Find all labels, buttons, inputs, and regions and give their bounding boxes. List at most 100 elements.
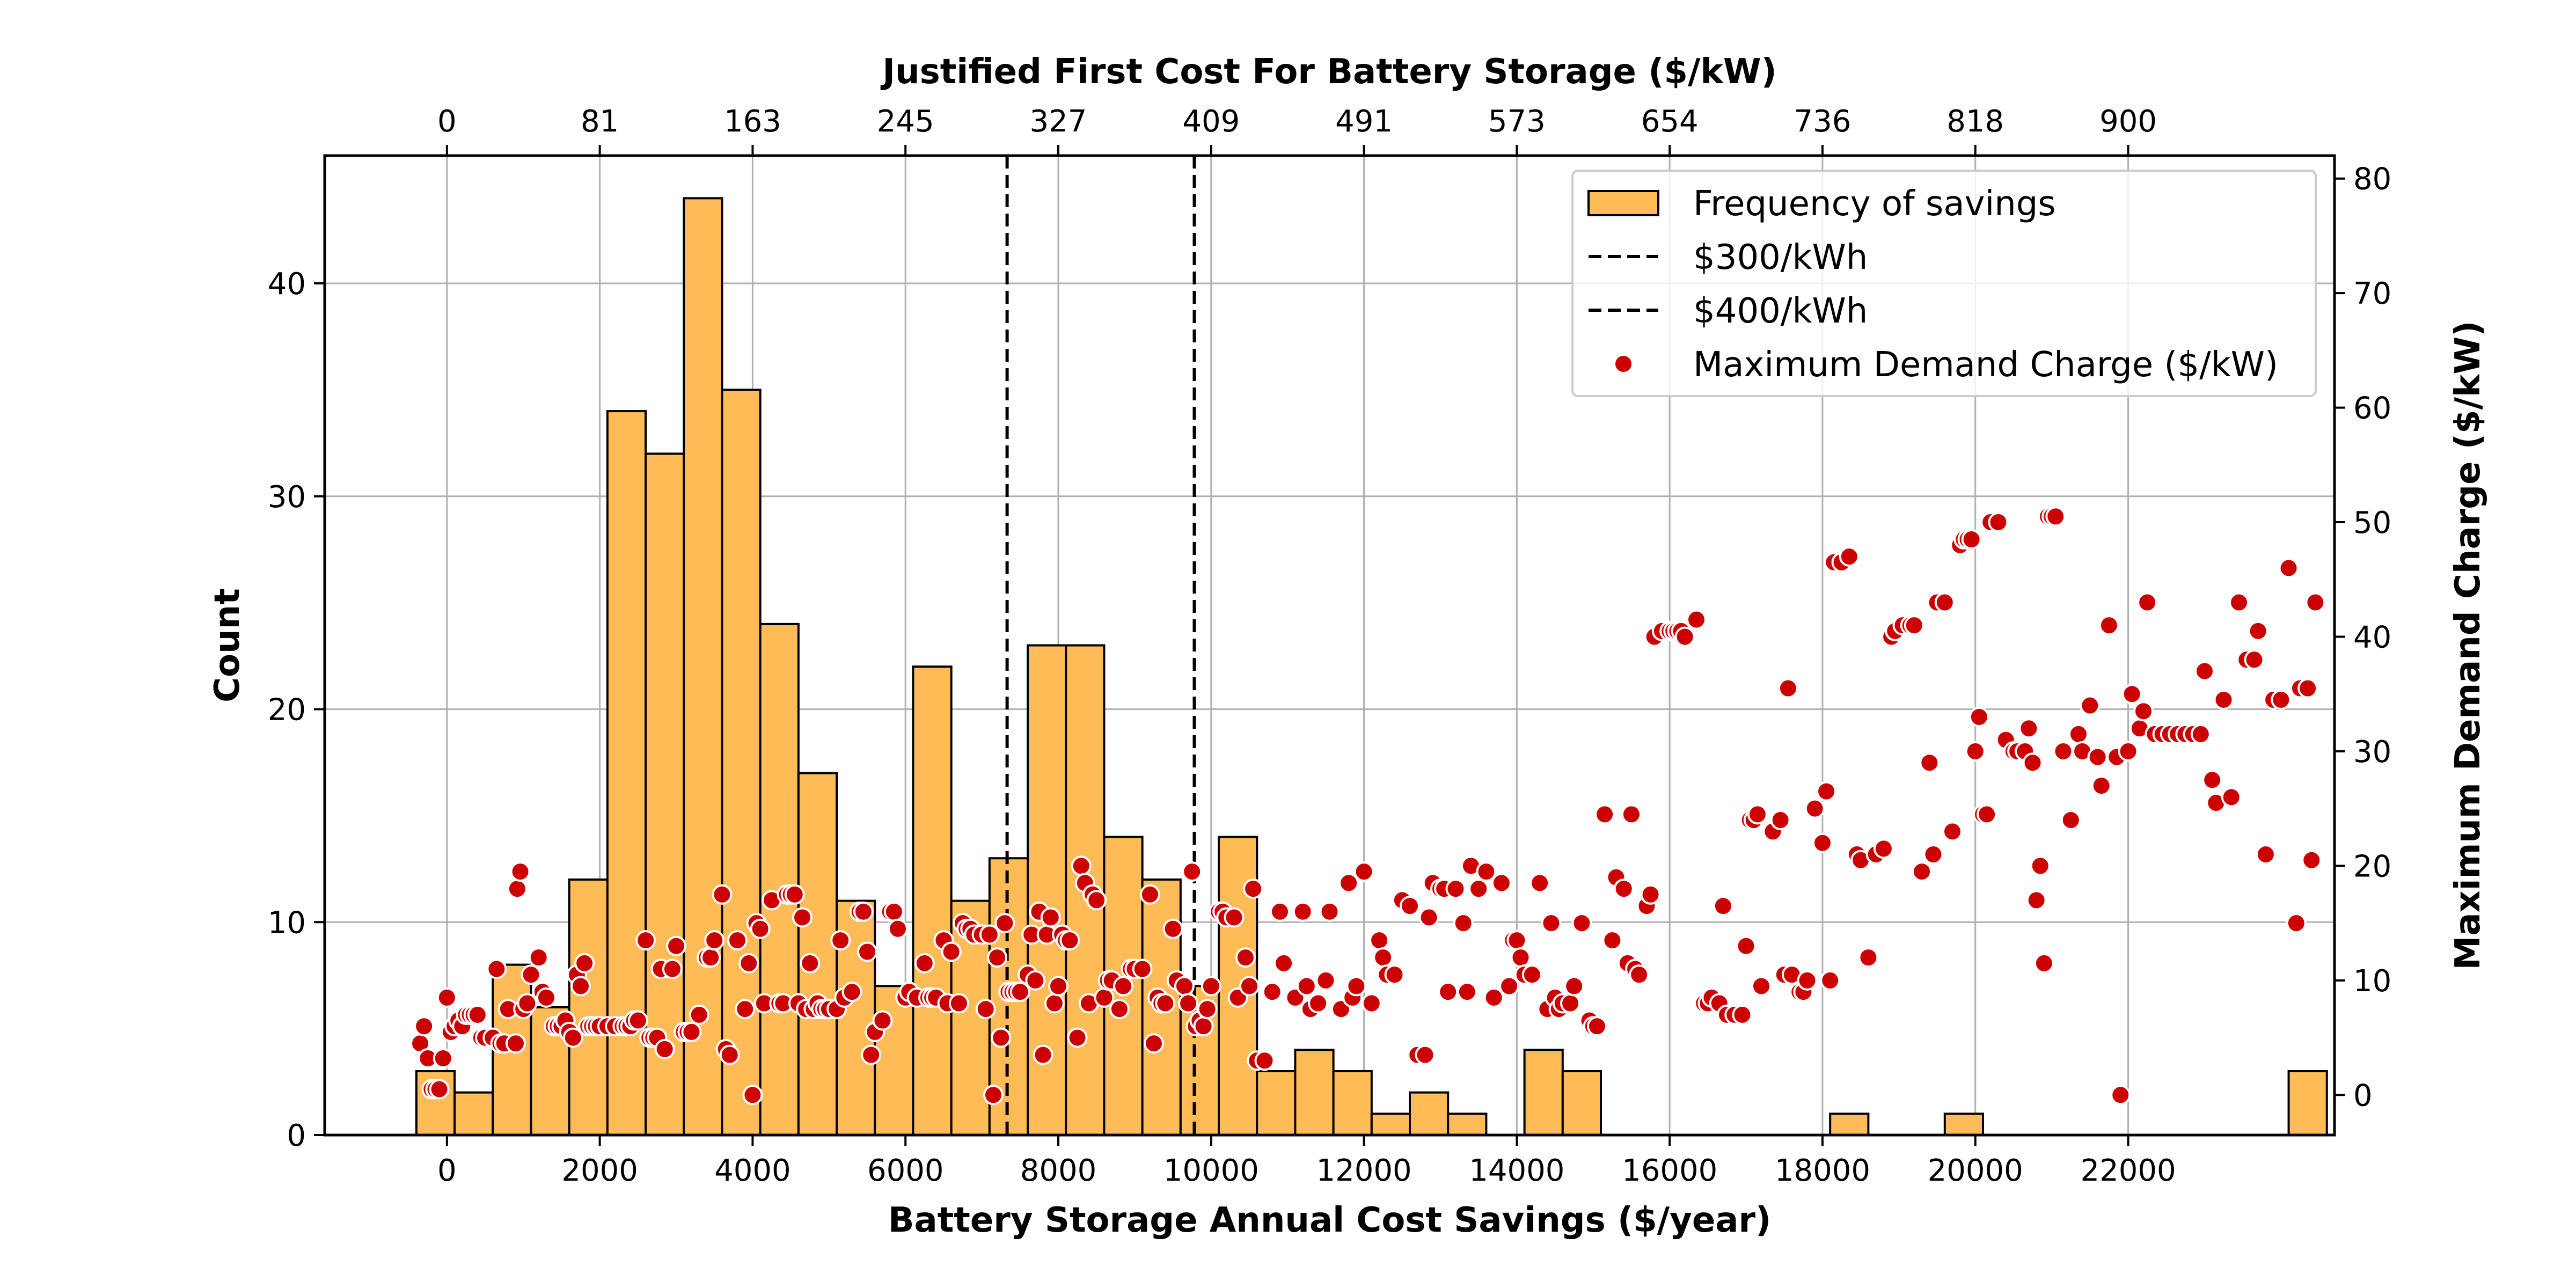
scatter-point	[689, 1004, 709, 1025]
scatter-point	[1476, 861, 1497, 882]
scatter-point	[486, 958, 507, 979]
scatter-point	[883, 901, 904, 922]
scatter-point	[1071, 855, 1092, 876]
scatter-point	[750, 918, 771, 939]
legend: Frequency of savings $300/kWh $400/kWh M…	[1571, 170, 2317, 397]
scatter-point	[1369, 930, 1390, 951]
reference-lines	[1005, 156, 1196, 1135]
scatter-point	[1338, 873, 1359, 894]
scatter-point	[1269, 901, 1290, 922]
scatter-point	[1132, 958, 1153, 979]
scatter-point	[2221, 787, 2242, 808]
scatter-point	[1319, 901, 1340, 922]
scatter-point	[2244, 649, 2265, 670]
histogram-bar	[1523, 1049, 1564, 1136]
scatter-point	[1942, 821, 1963, 842]
scatter-point	[841, 982, 862, 1002]
scatter-point	[528, 947, 549, 968]
scatter-point	[1254, 1050, 1275, 1071]
scatter-point	[1025, 970, 1046, 991]
plot-frame	[323, 154, 2336, 1137]
scatter-point	[2133, 701, 2154, 722]
scatter-point	[1468, 879, 1489, 899]
top-tick-label: 409	[1182, 104, 1240, 139]
scatter-point	[1274, 953, 1294, 974]
scatter-point	[2091, 775, 2112, 796]
scatter-point	[1934, 592, 1955, 613]
y2-tick-label: 30	[2353, 735, 2391, 770]
scatter-point	[1629, 964, 1650, 985]
histogram-bar	[2287, 1070, 2328, 1137]
scatter-point	[1965, 741, 1986, 762]
scatter-point	[1415, 1044, 1436, 1065]
scatter-point	[662, 958, 683, 979]
scatter-point	[872, 1010, 893, 1031]
scatter-point	[719, 1044, 740, 1065]
scatter-point	[979, 924, 1000, 945]
x-tick-label: 22000	[2080, 1153, 2176, 1188]
scatter-point	[2045, 506, 2066, 527]
scatter-point	[1904, 615, 1924, 636]
scatter-point	[994, 913, 1015, 934]
scatter-point	[1491, 873, 1512, 894]
scatter-point	[1521, 964, 1542, 985]
scatter-point	[2080, 695, 2101, 716]
y2-tick-label: 20	[2353, 849, 2391, 884]
scatter-point	[914, 953, 935, 974]
scatter-point	[2255, 844, 2276, 865]
scatter-point	[1197, 999, 1218, 1020]
top-tick-label: 163	[724, 104, 781, 139]
histogram-bar	[1829, 1113, 1870, 1137]
scatter-point	[1296, 976, 1317, 997]
scatter-point	[1292, 901, 1313, 922]
histogram-bar	[874, 985, 914, 1136]
x-tick-label: 0	[437, 1153, 457, 1188]
histogram-bar	[568, 878, 609, 1137]
x-tick-label: 18000	[1775, 1153, 1870, 1188]
scatter-point	[1048, 976, 1069, 997]
scatter-point	[1162, 918, 1183, 939]
scatter-point	[433, 1048, 453, 1069]
top-tick-label: 654	[1641, 104, 1699, 139]
scatter-point	[1243, 879, 1264, 899]
histogram-bar	[683, 197, 723, 1137]
scatter-point	[507, 879, 528, 899]
scatter-point	[627, 1010, 648, 1031]
scatter-point	[1732, 1004, 1753, 1025]
x-tick-label: 12000	[1316, 1153, 1411, 1188]
scatter-point	[1506, 930, 1527, 951]
histogram-bar	[797, 772, 838, 1136]
histogram-bar	[453, 1091, 494, 1137]
scatter-point	[853, 901, 874, 922]
top-tick-label: 245	[877, 104, 934, 139]
scatter-point	[1873, 838, 1894, 859]
legend-label-histogram: Frequency of savings	[1693, 184, 2056, 224]
scatter-point	[2305, 592, 2326, 613]
legend-swatch-scatter	[1613, 354, 1634, 374]
scatter-point	[436, 987, 457, 1008]
scatter-point	[2098, 615, 2119, 636]
scatter-point	[574, 953, 595, 974]
scatter-point	[1919, 752, 1940, 773]
scatter-point	[1510, 947, 1531, 968]
scatter-point	[830, 930, 851, 951]
scatter-point	[948, 993, 969, 1014]
scatter-point	[1858, 947, 1879, 968]
y2-tick-label: 10	[2353, 964, 2391, 999]
top-tick-label: 818	[1946, 104, 2004, 139]
scatter-point	[536, 987, 557, 1008]
scatter-point	[654, 1038, 675, 1059]
legend-label-ref-line-1: $300/kWh	[1693, 238, 1868, 277]
scatter-point	[704, 930, 725, 951]
scatter-point	[517, 993, 538, 1014]
scatter-point	[1812, 832, 1833, 853]
scatter-point	[1968, 706, 1989, 727]
scatter-point	[1571, 913, 1592, 934]
scatter-point	[2026, 890, 2047, 911]
scatter-point	[2060, 810, 2081, 831]
scatter-point	[1109, 999, 1130, 1020]
scatter-point	[2190, 723, 2211, 744]
scatter-point	[1139, 884, 1160, 905]
scatter-point	[857, 941, 878, 962]
